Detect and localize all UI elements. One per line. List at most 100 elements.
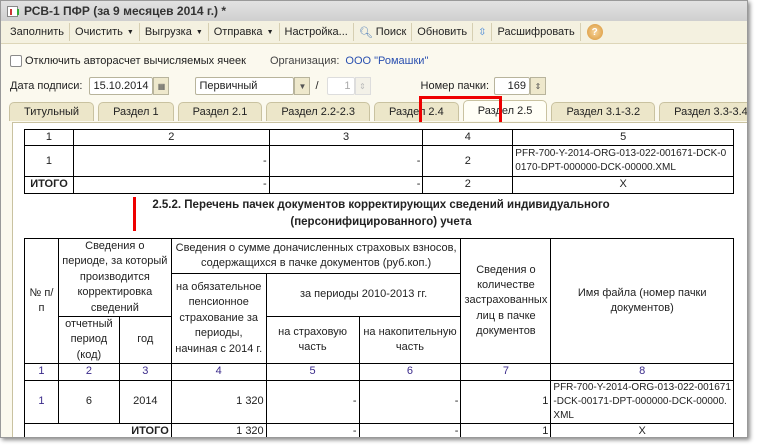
- section-title: 2.5.2. Перечень пачек документов коррект…: [152, 199, 610, 228]
- table-row: 1 6 2014 1 320 - - 1 PFR-700-Y-2014-ORG-…: [24, 379, 734, 424]
- clear-button[interactable]: Очистить ▼: [70, 23, 140, 41]
- help-icon[interactable]: ?: [586, 24, 603, 40]
- cell: 1 320: [170, 422, 267, 437]
- total-label: ИТОГО: [24, 176, 74, 194]
- autocalc-checkbox[interactable]: [10, 55, 22, 67]
- file-name-cell[interactable]: PFR-700-Y-2014-ORG-013-022-001671-DCK-00…: [550, 379, 734, 424]
- cell[interactable]: 1 320: [170, 379, 267, 424]
- correction-spinner: ⇕: [354, 77, 371, 95]
- header-insurance-part: на страховую часть: [265, 315, 360, 365]
- correction-number-input: 1: [326, 77, 355, 95]
- table-row: 1- -2 PFR-700-Y-2014-ORG-013-022-001671-DC…: [24, 145, 734, 178]
- col-num: 7: [460, 363, 552, 381]
- header-2010-2013: за периоды 2010-2013 гг.: [265, 273, 462, 317]
- tab-section[interactable]: Раздел 3.3-3.4: [659, 102, 747, 121]
- col-num: 8: [550, 363, 734, 381]
- cell[interactable]: -: [265, 379, 360, 424]
- packs-table-2-5-2: № п/п Сведения о периоде, за который про…: [24, 237, 734, 437]
- slash: /: [315, 80, 319, 92]
- cell: -: [72, 176, 270, 194]
- export-label: Выгрузка: [144, 26, 192, 38]
- search-icon: 🔍︎: [358, 26, 373, 39]
- up-down-arrows-icon: ⇳: [478, 26, 487, 38]
- header-count: Сведения о количестве застрахованных лиц…: [460, 237, 552, 365]
- cell[interactable]: 1: [460, 379, 552, 424]
- tab-section[interactable]: Раздел 1: [98, 102, 174, 121]
- report-icon: [7, 5, 19, 17]
- expand-collapse-button[interactable]: ⇳: [473, 23, 493, 41]
- header-mandatory: на обязательное пенсионное страхование з…: [170, 272, 267, 365]
- org-label: Организация:: [269, 55, 340, 67]
- tab-section[interactable]: Раздел 2.1: [177, 102, 263, 121]
- date-input[interactable]: 15.10.2014: [89, 77, 154, 95]
- cell[interactable]: 1: [24, 379, 59, 424]
- cell: X: [550, 422, 734, 437]
- header-year: год: [118, 315, 172, 365]
- window-title: РСВ-1 ПФР (за 9 месяцев 2014 г.) *: [24, 4, 227, 18]
- col-num: 1: [24, 363, 59, 381]
- cell[interactable]: -: [358, 379, 462, 424]
- search-button[interactable]: 🔍︎ Поиск: [354, 23, 413, 41]
- export-button[interactable]: Выгрузка ▼: [140, 23, 209, 41]
- send-label: Отправка: [213, 26, 263, 38]
- section-tabs: Титульный Раздел 1 Раздел 2.1 Раздел 2.2-2.…: [9, 100, 747, 121]
- type-select[interactable]: Первичный: [195, 77, 295, 95]
- cell: -: [265, 422, 360, 437]
- dropdown-arrow-icon: ▼: [126, 28, 134, 36]
- header-period: Сведения о периоде, за который производи…: [57, 238, 172, 317]
- header-file: Имя файла (номер пачки документов): [550, 237, 734, 365]
- autocalc-label: Отключить авторасчет вычисляемых ячеек: [25, 55, 246, 67]
- cursor-marker: [133, 197, 136, 231]
- decode-button[interactable]: Расшифровать: [492, 23, 581, 41]
- col-num: 3: [268, 128, 424, 147]
- chevron-down-icon[interactable]: ▼: [294, 77, 311, 95]
- cell: X: [512, 176, 734, 194]
- pack-number-input[interactable]: 169: [494, 77, 531, 95]
- cell[interactable]: 2014: [118, 379, 172, 424]
- autocalc-row: Отключить авторасчет вычисляемых ячеек О…: [10, 55, 428, 67]
- tab-section[interactable]: Раздел 2.5: [462, 100, 548, 121]
- org-link[interactable]: ООО "Ромашки": [345, 55, 429, 67]
- calendar-icon[interactable]: ▦: [153, 77, 170, 95]
- cell[interactable]: -: [72, 145, 270, 178]
- refresh-button[interactable]: Обновить: [412, 23, 474, 41]
- col-num: 4: [422, 128, 514, 147]
- total-row: ИТОГО - -2 X: [24, 176, 734, 194]
- cell[interactable]: 2: [422, 145, 514, 178]
- col-num: 5: [512, 128, 734, 147]
- search-label: Поиск: [375, 26, 407, 38]
- title-bar: РСВ-1 ПФР (за 9 месяцев 2014 г.) *: [1, 1, 747, 21]
- cell: 1: [460, 422, 552, 437]
- report-window: РСВ-1 ПФР (за 9 месяцев 2014 г.) * Запол…: [0, 0, 748, 438]
- col-num: 1: [24, 128, 74, 147]
- date-label: Дата подписи:: [10, 80, 83, 92]
- file-name-cell[interactable]: PFR-700-Y-2014-ORG-013-022-001671-DCK-00…: [512, 145, 734, 178]
- col-num: 2: [72, 128, 270, 147]
- tab-section[interactable]: Титульный: [9, 102, 95, 121]
- pack-label: Номер пачки:: [420, 80, 490, 92]
- col-num: 4: [170, 363, 267, 381]
- tab-section[interactable]: Раздел 2.4: [374, 102, 459, 121]
- clear-label: Очистить: [75, 26, 123, 38]
- settings-button[interactable]: Настройка...: [280, 23, 354, 41]
- pack-spinner-icon[interactable]: ⇕: [530, 77, 547, 95]
- header-funded-part: на накопительную часть: [358, 315, 462, 365]
- tab-section[interactable]: Раздел 3.1-3.2: [551, 102, 656, 121]
- cell: -: [268, 176, 424, 194]
- cell: -: [358, 422, 462, 437]
- cell[interactable]: 6: [57, 379, 120, 424]
- header-sum: Сведения о сумме доначисленных страховых…: [170, 238, 462, 274]
- dropdown-arrow-icon: ▼: [195, 28, 203, 36]
- tab-section[interactable]: Раздел 2.2-2.3: [266, 102, 370, 121]
- fill-button[interactable]: Заполнить: [5, 23, 71, 41]
- send-button[interactable]: Отправка ▼: [209, 23, 280, 41]
- total-label: ИТОГО: [24, 422, 172, 437]
- dropdown-arrow-icon: ▼: [266, 28, 274, 36]
- total-row: ИТОГО 1 320 - - 1 X: [24, 422, 734, 437]
- cell[interactable]: 1: [24, 145, 74, 178]
- cell[interactable]: -: [268, 145, 424, 178]
- col-num: 6: [358, 363, 462, 381]
